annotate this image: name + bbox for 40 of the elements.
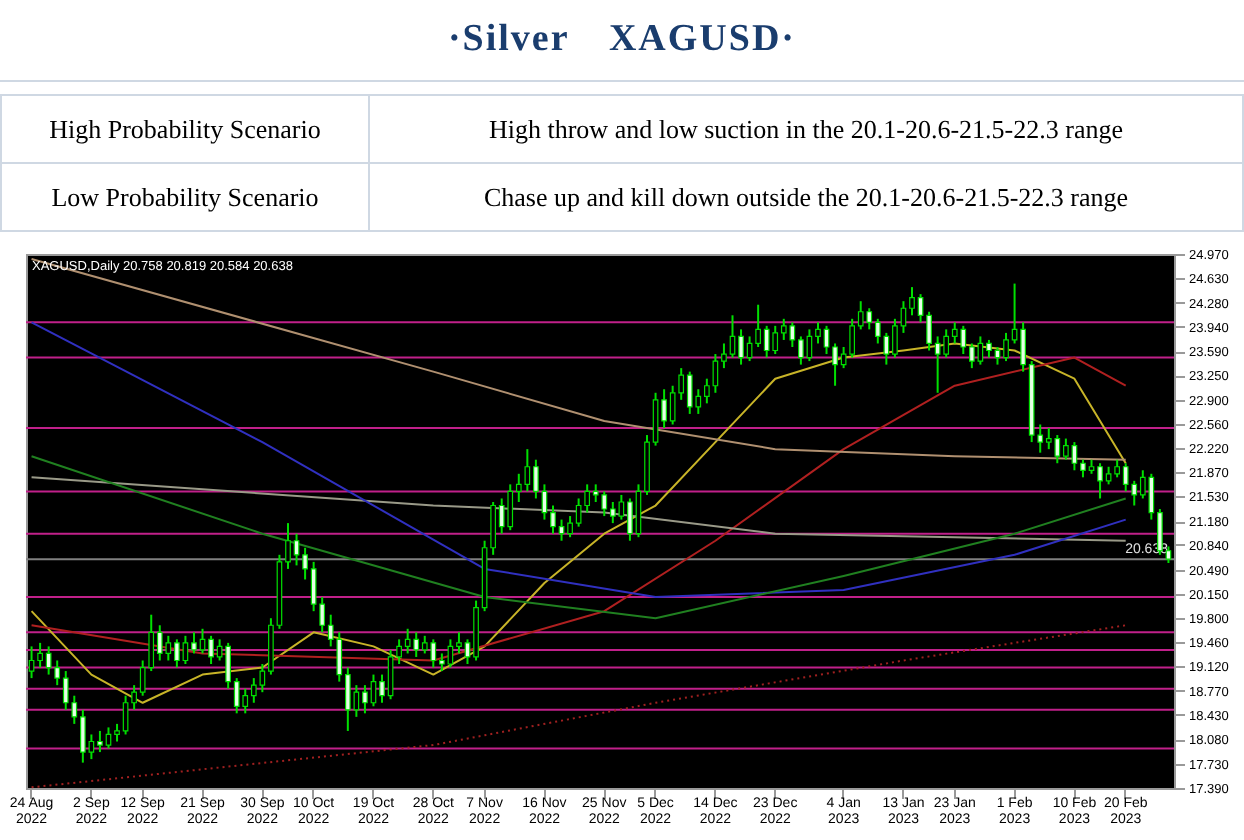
candlestick <box>182 634 189 666</box>
candlestick <box>447 638 454 669</box>
candlestick <box>199 627 206 655</box>
text: Chase up and kill down outside the 20.1-20.6-21.5-22.3 range <box>369 163 1243 231</box>
candlestick <box>122 694 129 736</box>
candlestick <box>729 314 736 359</box>
candlestick <box>609 500 616 525</box>
candlestick <box>45 645 52 676</box>
candlestick <box>404 627 411 655</box>
candlestick <box>62 670 69 711</box>
candlestick <box>413 631 420 658</box>
candlestick <box>105 726 112 750</box>
candlestick <box>250 677 257 704</box>
candlestick <box>772 324 779 356</box>
candlestick <box>763 324 770 359</box>
candlestick <box>601 490 608 518</box>
candlestick <box>1071 441 1078 472</box>
candlestick <box>1003 331 1009 363</box>
candlestick <box>507 483 514 532</box>
candlestick <box>960 324 967 356</box>
candlestick <box>1054 434 1061 465</box>
candlestick <box>191 631 197 655</box>
candlestick <box>156 624 163 662</box>
candlestick <box>430 638 437 669</box>
candlestick <box>686 370 693 415</box>
candlestick <box>524 448 531 493</box>
text: High Probability Scenario <box>1 95 369 163</box>
candlestick <box>866 307 873 331</box>
text: Low Probability Scenario <box>1 163 369 231</box>
candlestick <box>977 335 984 366</box>
candlestick <box>165 634 172 662</box>
candlestick <box>242 687 249 715</box>
candlestick <box>575 497 582 528</box>
text: High throw and low suction in the 20.1-20.6-21.5-22.3 range <box>369 95 1243 163</box>
candlestick <box>738 328 744 366</box>
candlestick <box>849 317 856 359</box>
chart-title: ·Silver XAGUSD· <box>0 0 1244 82</box>
candlestick <box>1045 427 1052 451</box>
candlestick <box>943 328 950 359</box>
candlestick <box>1122 462 1129 493</box>
